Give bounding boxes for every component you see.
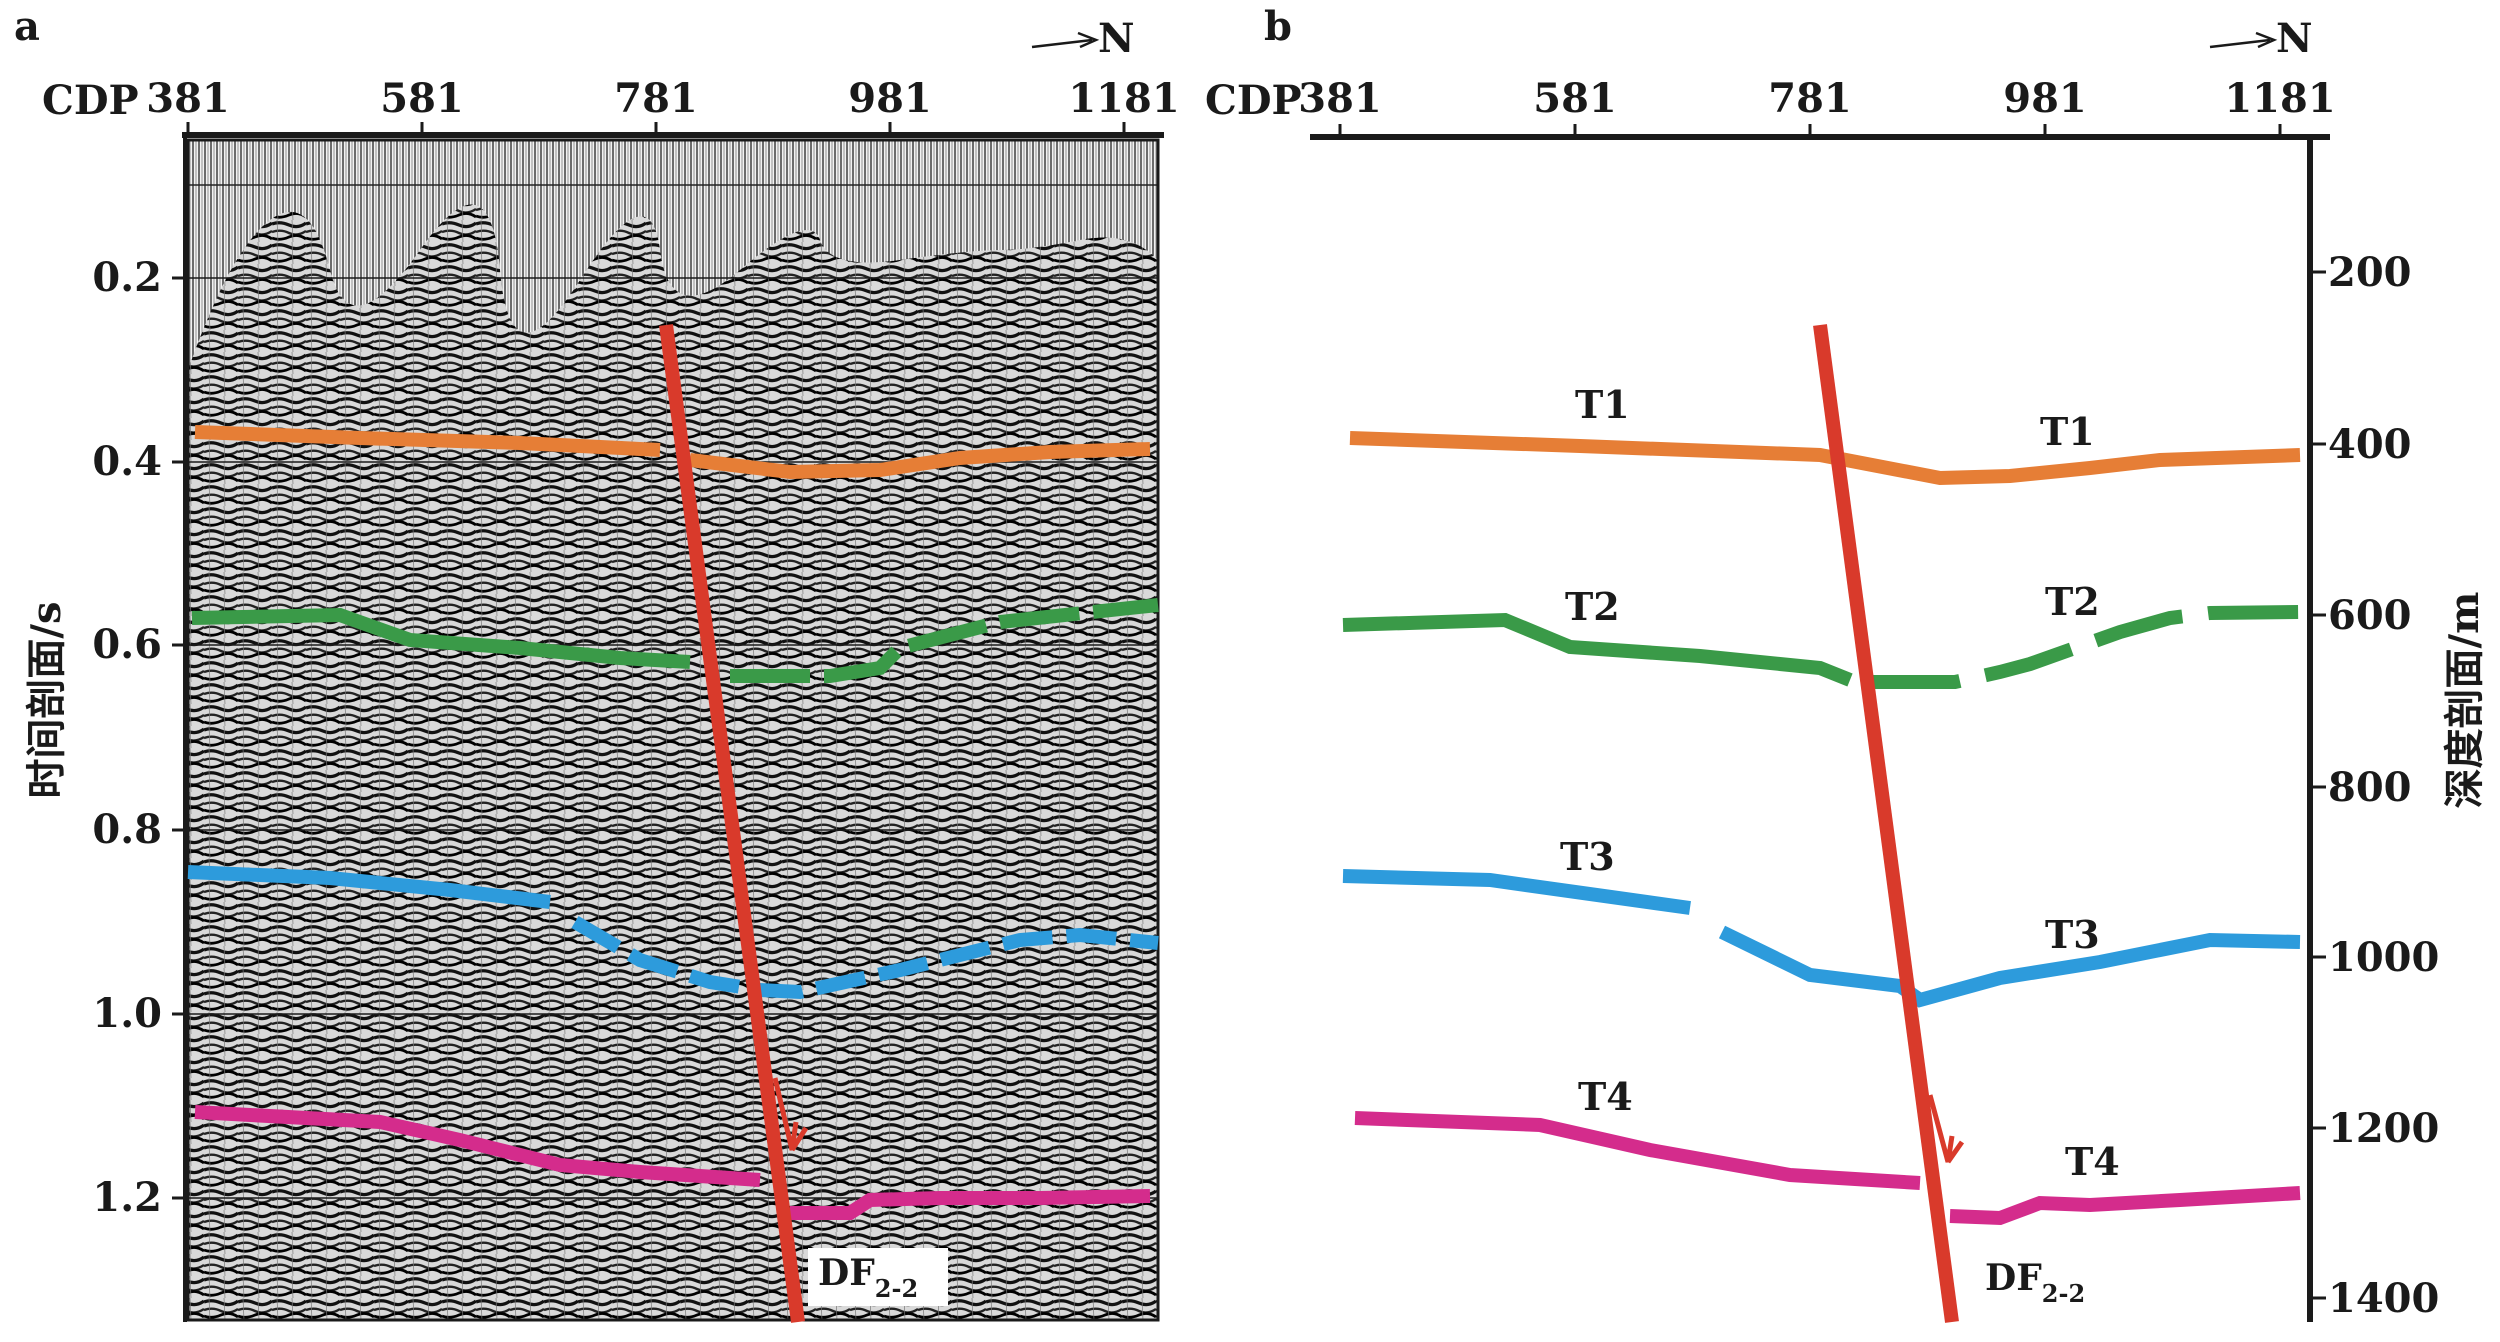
panel-a-y-tick-label: 0.2: [92, 254, 162, 301]
panel-a-x-tick-label: 781: [614, 75, 698, 122]
panel-a-north-label: N: [1098, 15, 1135, 62]
panel-b-y-tick-label: 200: [2328, 249, 2412, 296]
panel-a-horizons: [187, 425, 1159, 1220]
panel-b-y-tick-label: 1400: [2328, 1275, 2439, 1322]
panel-b-y-tick-label: 400: [2328, 421, 2412, 468]
panel-b-fault-arrow: [1927, 1094, 1965, 1164]
panel-a-x-ticks: 381 581 781 981 1181: [146, 75, 1180, 135]
panel-a-horizon-t2-mid: [730, 598, 1159, 683]
panel-b-label-t2-left: T2: [1565, 584, 1620, 629]
panel-b-fault-name: DF: [1985, 1257, 2042, 1299]
panel-a-y-tick-label: 1.2: [92, 1174, 162, 1221]
panel-b-y-tick-label: 800: [2328, 764, 2412, 811]
panel-a-horizon-t1: [194, 425, 661, 457]
panel-a-y-tick-label: 1.0: [92, 990, 162, 1037]
panel-a-horizon-t4-right: [790, 1189, 1151, 1220]
panel-b-label-t4-left: T4: [1578, 1074, 1633, 1119]
panel-b-horizon-labels: T1 T1 T2 T2 T3 T3 T4 T4: [1560, 382, 2120, 1184]
panel-a-fault-subscript: 2-2: [875, 1274, 918, 1303]
panel-b-y-tick-label: 1000: [2328, 934, 2439, 981]
panel-a-fault-label-bg: [808, 1248, 948, 1306]
panel-b-horizons: [1342, 431, 2301, 1226]
panel-a-y-axis-label: 时间剖面/s: [23, 601, 70, 798]
panel-b-horizon-t4: [1354, 1111, 1921, 1190]
panel-b-x-ticks: 381 581 781 981 1181: [1298, 75, 2336, 137]
panel-b-north-arrow: N: [2209, 15, 2313, 62]
panel-a-y-tick-label: 0.8: [92, 806, 162, 853]
panel-a-frame: [186, 138, 1160, 1322]
panel-a-horizon-t1-right: [689, 442, 1151, 480]
panel-b-label-t1-left: T1: [1575, 382, 1630, 427]
panel-a-fault-name: DF: [818, 1252, 875, 1294]
panel-b-y-tick-label: 1200: [2328, 1105, 2439, 1152]
panel-a-x-tick-label: 981: [848, 75, 932, 122]
panel-b-horizon-t1: [1349, 431, 2301, 486]
panel-b-fault-subscript: 2-2: [2042, 1279, 2085, 1308]
panel-b-x-tick-label: 381: [1298, 75, 1382, 122]
panel-b-fault-label: DF2-2: [1985, 1257, 2085, 1308]
panel-a-horizon-t4: [194, 1105, 761, 1187]
panel-a-x-tick-label: 381: [146, 75, 230, 122]
panel-b-label-t3-right: T3: [2045, 912, 2100, 957]
panel-b-x-tick-label: 981: [2003, 75, 2087, 122]
panel-b-horizon-t3-right: [1718, 925, 2301, 1008]
panel-a-horizon-t3-right: [571, 915, 1159, 1000]
panel-a-y-tick-label: 0.6: [92, 621, 162, 668]
panel-b-north-label: N: [2276, 15, 2313, 62]
panel-a-x-tick-label: 581: [380, 75, 464, 122]
panel-a-label: a: [14, 3, 40, 50]
panel-a-y-tick-label: 0.4: [92, 438, 162, 485]
panel-b-label-t1-right: T1: [2040, 409, 2095, 454]
panel-b: b N CDP 381 581 781 981 1181 200 400 600 800 100…: [1205, 3, 2488, 1323]
panel-b-label: b: [1264, 3, 1292, 50]
panel-b-x-tick-label: 1181: [2224, 75, 2335, 122]
panel-a-horizon-t3: [187, 865, 551, 909]
panel-b-y-axis-label: 深度剖面/m: [2441, 592, 2488, 809]
panel-b-y-ticks: 200 400 600 800 1000 1200 1400: [2310, 249, 2439, 1322]
panel-b-x-tick-label: 781: [1768, 75, 1852, 122]
panel-b-horizon-t3: [1342, 869, 1691, 915]
panel-a-x-axis-label: CDP: [42, 77, 139, 124]
panel-b-label-t2-right: T2: [2045, 579, 2100, 624]
panel-b-label-t4-right: T4: [2065, 1139, 2120, 1184]
panel-b-y-tick-label: 600: [2328, 592, 2412, 639]
panel-a-horizon-t2: [191, 607, 691, 669]
panel-b-fault-line: [1813, 324, 1959, 1323]
panel-b-x-axis-label: CDP: [1205, 77, 1302, 124]
panel-a-seismic-image: [188, 140, 1158, 1320]
panel-b-label-t3-left: T3: [1560, 834, 1615, 879]
panel-b-x-tick-label: 581: [1533, 75, 1617, 122]
panel-b-horizon-t4-right: [1949, 1186, 2301, 1226]
panel-a-fault-arrow: [772, 1077, 809, 1152]
panel-a: a N CDP 381 581 781 981 1181 0.2 0.4 0.6 0.8 1.0…: [14, 3, 1180, 1323]
panel-a-fault-line: [659, 324, 805, 1323]
panel-a-fault-label: DF2-2: [818, 1252, 918, 1303]
panel-a-north-arrow: N: [1031, 15, 1135, 62]
panel-b-horizon-t2: [1342, 612, 1853, 687]
panel-a-x-tick-label: 1181: [1068, 75, 1179, 122]
